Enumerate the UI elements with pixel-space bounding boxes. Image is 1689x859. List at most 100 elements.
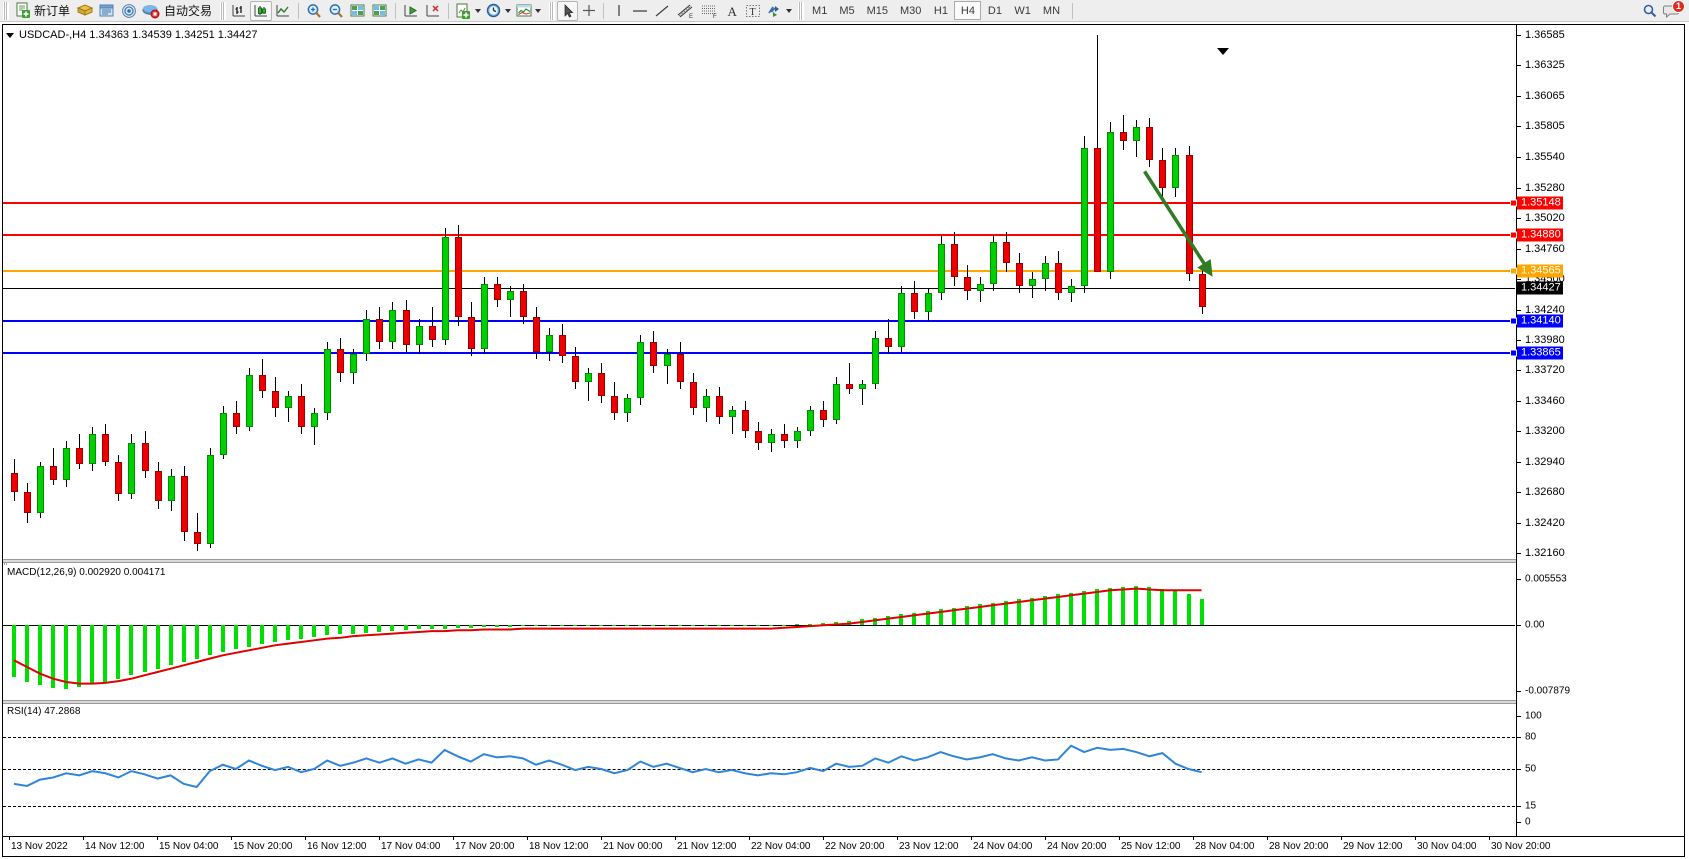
candle-body xyxy=(1028,279,1036,287)
autoscroll-button[interactable] xyxy=(400,1,422,21)
chart-menu-caret-icon[interactable] xyxy=(6,32,14,38)
price-level-chip-support[interactable]: 1.34140 xyxy=(1517,314,1563,328)
price-level-chip-resistance[interactable]: 1.35148 xyxy=(1517,196,1563,210)
new-order-label: 新订单 xyxy=(34,4,71,18)
templates-button[interactable] xyxy=(513,1,543,21)
candle-body xyxy=(337,349,345,373)
price-pane[interactable] xyxy=(3,25,1515,559)
arrows-tool-button[interactable] xyxy=(764,1,794,21)
price-level-chip-support[interactable]: 1.33865 xyxy=(1517,346,1563,360)
candle-body xyxy=(415,325,423,345)
candle-chart-button[interactable] xyxy=(250,0,273,21)
timeframe-d1[interactable]: D1 xyxy=(987,4,1002,17)
price-tick xyxy=(1517,370,1521,372)
notifications-button[interactable]: 1 xyxy=(1661,0,1685,20)
candle-body xyxy=(754,431,762,443)
price-level-chip-current-price[interactable]: 1.34427 xyxy=(1517,281,1563,295)
price-level-line-resistance[interactable] xyxy=(3,233,1515,236)
vertical-line-button[interactable] xyxy=(608,1,629,21)
auto-trading-button[interactable] xyxy=(140,1,162,21)
timeframe-h4[interactable]: H4 xyxy=(954,1,982,20)
timeframe-m15[interactable]: M15 xyxy=(866,4,888,17)
timeframe-m1[interactable]: M1 xyxy=(812,4,828,17)
templates-caret-icon[interactable] xyxy=(535,8,542,13)
crosshair-tool-button[interactable] xyxy=(578,1,599,21)
line-chart-button[interactable] xyxy=(272,1,294,21)
price-level-handle[interactable] xyxy=(1510,349,1517,357)
price-level-chip-pivot[interactable]: 1.34565 xyxy=(1517,264,1563,278)
chart-frame[interactable]: USDCAD-,H4 1.34363 1.34539 1.34251 1.344… xyxy=(2,24,1685,857)
trendline-button[interactable] xyxy=(651,1,673,21)
toolbar-grip-3[interactable] xyxy=(549,1,556,20)
rsi-tick xyxy=(1517,806,1521,808)
candle-body xyxy=(1133,126,1141,141)
price-tick-label: 1.32680 xyxy=(1525,486,1565,499)
timeframe-w1[interactable]: W1 xyxy=(1014,4,1031,17)
price-level-line-current-price[interactable] xyxy=(3,287,1515,289)
price-level-handle[interactable] xyxy=(1510,199,1517,207)
data-window-button[interactable] xyxy=(347,1,369,21)
strategy-tester-button[interactable] xyxy=(369,1,391,21)
price-level-handle[interactable] xyxy=(1510,267,1517,275)
zoom-in-button[interactable] xyxy=(303,1,325,21)
time-tick-label: 13 Nov 2022 xyxy=(11,841,68,852)
search-button[interactable] xyxy=(1639,1,1661,21)
price-scale[interactable]: 1.36585 1.36325 1.36065 1.35805 1.35540 1.352… xyxy=(1510,25,1684,856)
text-label-button[interactable]: T xyxy=(742,1,764,21)
toolbar-grip-2[interactable] xyxy=(220,1,227,20)
candle-body xyxy=(976,283,984,291)
pane-divider-macd[interactable] xyxy=(3,559,1684,563)
toolbar-grip-4[interactable] xyxy=(798,1,805,20)
macd-label: MACD(12,26,9) 0.002920 0.004171 xyxy=(7,567,166,578)
timeframe-mn[interactable]: MN xyxy=(1042,4,1061,17)
price-level-line-support[interactable] xyxy=(3,320,1515,323)
timeframe-h1[interactable]: H1 xyxy=(933,4,948,17)
indicators-button[interactable] xyxy=(453,1,483,21)
trend-arrow-annotation[interactable] xyxy=(3,25,1515,559)
price-level-line-resistance[interactable] xyxy=(3,202,1515,205)
time-scale[interactable]: 13 Nov 2022 14 Nov 12:00 15 Nov 04:00 15 No… xyxy=(3,836,1684,856)
price-level-handle[interactable] xyxy=(1510,231,1517,239)
fibonacci-button[interactable]: F xyxy=(697,1,721,21)
time-tick-label: 30 Nov 04:00 xyxy=(1417,841,1477,852)
toolbar-grip[interactable] xyxy=(3,1,9,20)
price-level-line-support[interactable] xyxy=(3,352,1515,355)
time-tick-label: 15 Nov 04:00 xyxy=(159,841,219,852)
macd-histogram-bar xyxy=(1069,592,1074,626)
zoom-out-button[interactable] xyxy=(325,1,347,21)
timeframe-m5[interactable]: M5 xyxy=(839,4,855,17)
timeframe-m30[interactable]: M30 xyxy=(900,4,922,17)
trendline-icon xyxy=(655,5,669,16)
period-caret-icon[interactable] xyxy=(505,8,512,13)
text-tool-button[interactable]: A xyxy=(721,1,742,21)
signals-button[interactable] xyxy=(118,1,140,21)
price-level-chip-resistance[interactable]: 1.34880 xyxy=(1517,228,1563,242)
candle-body xyxy=(767,433,775,443)
cursor-tool-button[interactable] xyxy=(557,0,579,21)
macd-histogram-bar xyxy=(1160,588,1165,626)
period-button[interactable] xyxy=(483,1,513,21)
arrows-caret-icon[interactable] xyxy=(786,8,793,13)
macd-pane[interactable] xyxy=(3,565,1515,702)
terminal-button[interactable] xyxy=(96,1,118,21)
price-level-line-pivot[interactable] xyxy=(3,270,1515,273)
price-level-handle[interactable] xyxy=(1510,317,1517,325)
indicators-caret-icon[interactable] xyxy=(475,8,482,13)
candle-body xyxy=(141,442,149,472)
time-tick-label: 21 Nov 00:00 xyxy=(603,841,663,852)
price-tick-label: 1.36325 xyxy=(1525,59,1565,72)
horizontal-line-button[interactable] xyxy=(629,1,651,21)
chart-title-bar: USDCAD-,H4 1.34363 1.34539 1.34251 1.344… xyxy=(6,29,258,41)
candle-body xyxy=(598,372,606,397)
macd-histogram-bar xyxy=(1082,591,1087,626)
new-order-button[interactable]: 新订单 xyxy=(11,1,74,21)
equidistant-channel-button[interactable]: E xyxy=(673,1,697,21)
candle-body xyxy=(820,410,828,420)
bar-chart-button[interactable] xyxy=(228,1,250,21)
candle-body xyxy=(1094,147,1102,273)
chart-shift-button[interactable] xyxy=(422,1,444,21)
rsi-pane[interactable] xyxy=(3,704,1515,837)
history-button[interactable] xyxy=(74,1,96,21)
pane-divider-rsi[interactable] xyxy=(3,700,1684,704)
price-tick xyxy=(1517,492,1521,494)
